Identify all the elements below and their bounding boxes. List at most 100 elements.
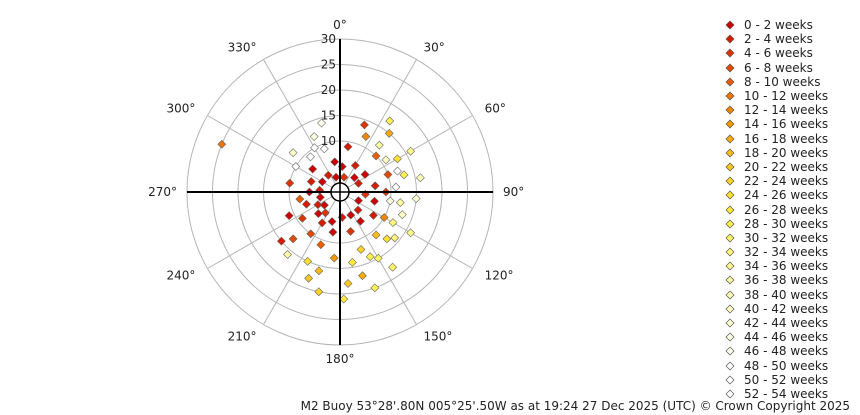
data-point xyxy=(304,273,314,283)
angle-tick-label: 120° xyxy=(485,269,514,283)
data-point xyxy=(370,181,380,191)
legend: 0 - 2 weeks 2 - 4 weeks 4 - 6 weeks 6 - 8 w… xyxy=(722,18,828,401)
data-point xyxy=(359,120,369,130)
legend-swatch xyxy=(725,34,735,44)
data-point xyxy=(328,227,338,237)
data-point xyxy=(346,226,355,236)
polar-axes: 10 15 20 25 300° 30° 60° 90° 120° 150° 180° 210° 240… xyxy=(148,18,524,366)
data-point xyxy=(343,279,353,288)
footer-caption: M2 Buoy 53°28'.80N 005°25'.50W as at 19:… xyxy=(300,399,850,413)
data-point xyxy=(297,213,307,223)
data-point xyxy=(308,164,318,174)
data-point xyxy=(317,218,327,228)
data-point xyxy=(320,208,330,218)
data-point xyxy=(374,140,384,150)
data-point xyxy=(288,148,298,158)
legend-item: 24 - 26 weeks xyxy=(722,188,828,202)
angle-tick-label: 300° xyxy=(166,102,195,116)
data-point xyxy=(285,178,295,188)
legend-swatch xyxy=(725,261,735,271)
data-point xyxy=(371,230,381,240)
data-point xyxy=(373,253,383,263)
data-point xyxy=(329,253,339,263)
data-point xyxy=(217,139,227,149)
legend-swatch xyxy=(725,134,735,144)
data-point xyxy=(353,205,363,215)
legend-swatch xyxy=(725,48,735,58)
angle-tick-label: 0° xyxy=(333,18,347,32)
legend-swatch xyxy=(725,304,735,314)
data-point xyxy=(291,162,301,171)
data-point xyxy=(382,234,392,244)
data-point xyxy=(330,157,340,167)
data-point xyxy=(371,151,381,161)
legend-swatch xyxy=(725,318,735,328)
legend-item: 46 - 48 weeks xyxy=(722,344,828,358)
data-point xyxy=(316,240,326,250)
data-point xyxy=(406,228,416,238)
legend-label: 34 - 36 weeks xyxy=(744,259,829,274)
data-point xyxy=(284,211,294,221)
legend-label: 0 - 2 weeks xyxy=(744,18,813,33)
data-point xyxy=(315,185,325,195)
data-point xyxy=(388,218,398,228)
data-point xyxy=(319,200,329,210)
legend-label: 40 - 42 weeks xyxy=(744,301,829,316)
legend-swatch xyxy=(725,275,735,285)
legend-label: 28 - 30 weeks xyxy=(744,216,829,231)
data-point xyxy=(368,210,378,220)
legend-label: 22 - 24 weeks xyxy=(744,174,829,189)
polar-plot: 10 15 20 25 300° 30° 60° 90° 120° 150° 180° 210° 240… xyxy=(148,18,524,366)
data-point xyxy=(303,256,313,266)
legend-label: 16 - 18 weeks xyxy=(744,131,829,146)
legend-swatch xyxy=(725,219,735,229)
data-point xyxy=(313,200,323,210)
legend-swatch xyxy=(725,148,735,158)
data-point xyxy=(358,271,367,281)
data-point xyxy=(395,198,405,208)
data-point xyxy=(391,182,401,192)
data-point xyxy=(388,262,398,272)
data-point xyxy=(315,192,325,202)
data-point xyxy=(397,210,407,220)
data-point xyxy=(385,116,395,126)
radial-tick-label: 30 xyxy=(321,32,336,46)
data-point xyxy=(283,250,292,259)
legend-label: 6 - 8 weeks xyxy=(744,60,813,75)
legend-label: 26 - 28 weeks xyxy=(744,202,829,217)
data-point xyxy=(276,236,286,246)
legend-item: 20 - 22 weeks xyxy=(722,160,828,174)
legend-item: 16 - 18 weeks xyxy=(722,132,828,146)
data-point xyxy=(310,143,319,153)
legend-swatch xyxy=(725,290,735,300)
legend-item: 8 - 10 weeks xyxy=(722,75,828,89)
data-point xyxy=(288,234,298,244)
data-point xyxy=(339,294,349,304)
angle-tick-label: 180° xyxy=(326,352,355,366)
legend-label: 10 - 12 weeks xyxy=(744,89,829,104)
angle-tick-label: 330° xyxy=(228,40,257,54)
legend-label: 50 - 52 weeks xyxy=(744,372,829,387)
legend-item: 14 - 16 weeks xyxy=(722,117,828,131)
legend-swatch xyxy=(725,176,735,186)
legend-swatch xyxy=(725,389,735,399)
legend-item: 30 - 32 weeks xyxy=(722,231,828,245)
legend-item: 22 - 24 weeks xyxy=(722,174,828,188)
legend-label: 48 - 50 weeks xyxy=(744,358,829,373)
data-point xyxy=(350,161,360,170)
data-point xyxy=(331,172,341,182)
legend-item: 40 - 42 weeks xyxy=(722,302,828,316)
legend-item: 28 - 30 weeks xyxy=(722,217,828,231)
legend-item: 48 - 50 weeks xyxy=(722,359,828,373)
legend-swatch xyxy=(725,77,735,87)
legend-label: 12 - 14 weeks xyxy=(744,103,829,118)
legend-item: 4 - 6 weeks xyxy=(722,46,828,60)
legend-item: 12 - 14 weeks xyxy=(722,103,828,117)
legend-label: 24 - 26 weeks xyxy=(744,188,829,203)
data-point xyxy=(411,194,421,204)
legend-label: 46 - 48 weeks xyxy=(744,344,829,359)
angle-tick-label: 270° xyxy=(148,185,177,199)
legend-item: 34 - 36 weeks xyxy=(722,259,828,273)
legend-swatch xyxy=(725,20,735,30)
angle-tick-label: 150° xyxy=(424,330,453,344)
